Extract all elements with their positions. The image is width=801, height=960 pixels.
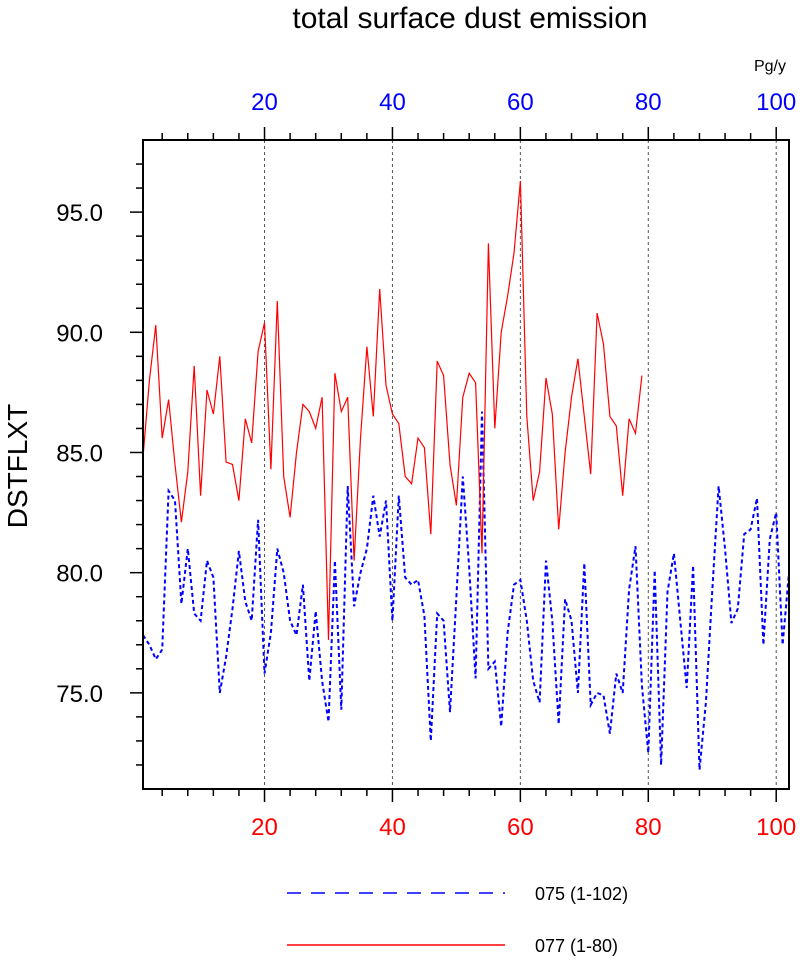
y-tick-label: 80.0 [56, 561, 103, 588]
units-label: Pg/y [754, 58, 786, 75]
x-tick-label-bottom: 40 [379, 814, 406, 841]
chart-title: total surface dust emission [292, 2, 647, 35]
axes: 20 40 60 80 100 20 40 60 80 100 75.0 80.0 85.0 90.0 95… [56, 89, 796, 841]
y-axis-label: DSTFLXT [2, 404, 33, 528]
y-tick-label: 75.0 [56, 681, 103, 708]
x-tick-label-top: 100 [756, 89, 796, 116]
series-layer [142, 180, 790, 770]
legend: 075 (1-102) 077 (1-80) [287, 884, 628, 956]
x-tick-label-top: 60 [507, 89, 534, 116]
legend-label-2: 077 (1-80) [535, 936, 618, 956]
x-tick-label-bottom: 80 [635, 814, 662, 841]
x-tick-label-bottom: 100 [756, 814, 796, 841]
x-tick-label-bottom: 20 [251, 814, 278, 841]
plot-frame [142, 139, 790, 790]
y-tick-label: 95.0 [56, 200, 103, 227]
y-tick-label: 85.0 [56, 440, 103, 467]
y-tick-label: 90.0 [56, 320, 103, 347]
series-line-1 [142, 411, 790, 770]
x-tick-label-bottom: 60 [507, 814, 534, 841]
grid-lines [264, 140, 777, 789]
legend-label-1: 075 (1-102) [535, 884, 628, 904]
x-tick-label-top: 20 [251, 89, 278, 116]
x-tick-label-top: 80 [635, 89, 662, 116]
x-tick-label-top: 40 [379, 89, 406, 116]
series-line-2 [142, 180, 643, 641]
